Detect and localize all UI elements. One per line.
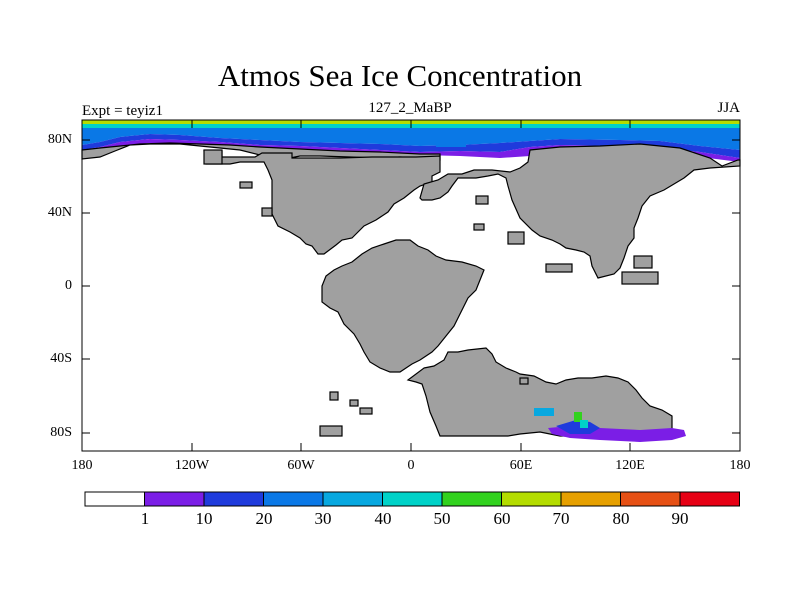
greenland-europe-asia (419, 143, 741, 279)
ice-antarctic-40 (534, 408, 554, 416)
x-label-60e: 60E (509, 458, 533, 473)
small-island-south-3 (349, 399, 359, 407)
colorbar-label-20: 20 (255, 509, 273, 528)
x-label-60w: 60W (287, 458, 315, 473)
ice-band-20 (82, 134, 740, 158)
colorbar-swatch (84, 491, 145, 507)
small-island-east (545, 263, 573, 273)
colorbar-swatch (501, 491, 562, 507)
colorbar-swatch (144, 491, 205, 507)
y-label-80n: 80N (47, 132, 72, 147)
land-masses (81, 142, 741, 437)
colorbar-label-50: 50 (433, 509, 451, 528)
colorbar-label-10: 10 (195, 509, 213, 528)
y-label-40s: 40S (50, 351, 72, 366)
small-island-west-2 (261, 207, 273, 217)
small-island-arabia (473, 223, 485, 231)
colorbar (84, 491, 740, 507)
y-label-0: 0 (65, 278, 72, 293)
x-label-120w: 120W (174, 458, 210, 473)
colorbar-swatch (441, 491, 502, 507)
antarctica (406, 347, 673, 437)
x-label-180e: 180 (729, 458, 751, 473)
colorbar-swatch (263, 491, 324, 507)
colorbar-swatch (679, 491, 740, 507)
ice-antarctic-60 (574, 412, 582, 422)
colorbar-label-80: 80 (612, 509, 630, 528)
colorbar-label-60: 60 (493, 509, 511, 528)
period-label: 127_2_MaBP (368, 100, 452, 116)
alaska-inlet (203, 149, 223, 165)
colorbar-swatch (382, 491, 443, 507)
x-label-120e: 120E (615, 458, 645, 473)
ice-band-30 (82, 128, 740, 150)
colorbar-swatch (203, 491, 264, 507)
philippines-islands (633, 255, 653, 269)
small-island-south-2 (359, 407, 373, 415)
antarctic-sea-ice (534, 408, 686, 442)
colorbar-label-30: 30 (314, 509, 332, 528)
y-label-80s: 80S (50, 425, 72, 440)
x-label-0: 0 (407, 458, 415, 473)
ice-patch-30 (436, 143, 466, 147)
africa (321, 239, 485, 373)
colorbar-label-70: 70 (552, 509, 570, 528)
season-label: JJA (717, 100, 740, 116)
southeast-asia-islands (621, 271, 659, 285)
north-america (203, 150, 441, 255)
colorbar-swatch (322, 491, 383, 507)
ice-band-10 (82, 139, 740, 162)
arabia-island (507, 231, 525, 245)
small-island-europe (475, 195, 489, 205)
colorbar-swatch (620, 491, 681, 507)
colorbar-label-1: 1 (140, 509, 150, 528)
ice-antarctic-50 (580, 420, 588, 428)
map-title: Atmos Sea Ice Concentration (217, 58, 583, 93)
colorbar-label-90: 90 (671, 509, 689, 528)
ice-antarctic-20 (556, 420, 600, 434)
x-label-180w: 180 (71, 458, 93, 473)
small-island-antarctic-1 (519, 377, 529, 385)
antarctic-peninsula (319, 425, 343, 437)
small-island-south-1 (329, 391, 339, 401)
colorbar-label-40: 40 (374, 509, 392, 528)
y-label-40n: 40N (47, 205, 72, 220)
axis-ticks (82, 120, 740, 451)
experiment-label: Expt = teyiz1 (82, 103, 163, 119)
colorbar-swatch (560, 491, 621, 507)
small-island-west-1 (239, 181, 253, 189)
